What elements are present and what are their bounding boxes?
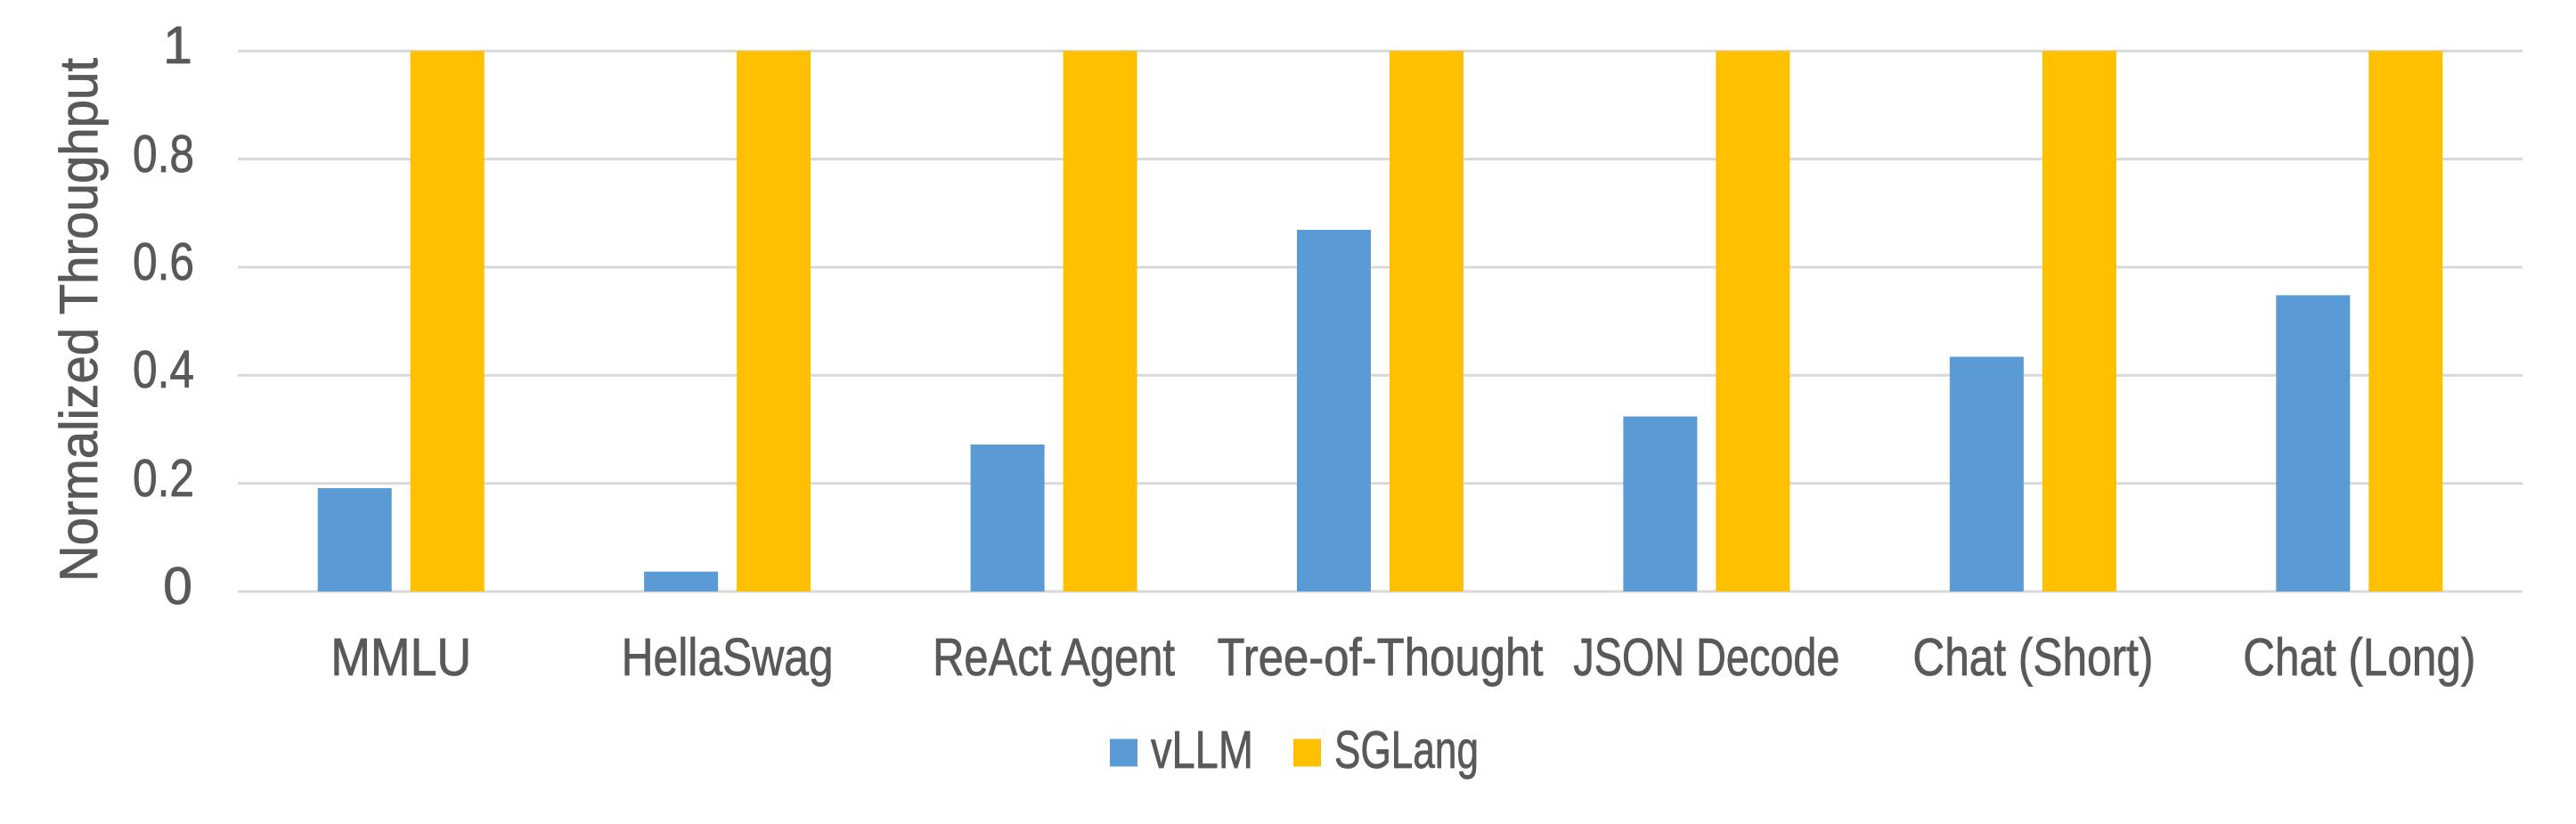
svg-text:1: 1 — [163, 16, 192, 75]
svg-text:Chat (Long): Chat (Long) — [2243, 628, 2475, 687]
svg-text:0.2: 0.2 — [133, 449, 194, 508]
svg-text:HellaSwag: HellaSwag — [622, 628, 834, 687]
svg-text:MMLU: MMLU — [330, 628, 471, 687]
svg-text:Tree-of-Thought: Tree-of-Thought — [1218, 628, 1544, 687]
svg-text:0.6: 0.6 — [133, 233, 194, 291]
svg-text:0: 0 — [163, 557, 192, 616]
svg-text:Normalized Throughput: Normalized Throughput — [49, 58, 109, 582]
svg-text:JSON Decode: JSON Decode — [1573, 628, 1839, 687]
svg-text:vLLM: vLLM — [1151, 721, 1253, 779]
svg-text:ReAct Agent: ReAct Agent — [933, 628, 1175, 687]
svg-text:SGLang: SGLang — [1334, 721, 1479, 779]
svg-text:0.4: 0.4 — [133, 340, 194, 399]
svg-text:0.8: 0.8 — [133, 125, 194, 184]
svg-text:Chat (Short): Chat (Short) — [1912, 628, 2153, 687]
